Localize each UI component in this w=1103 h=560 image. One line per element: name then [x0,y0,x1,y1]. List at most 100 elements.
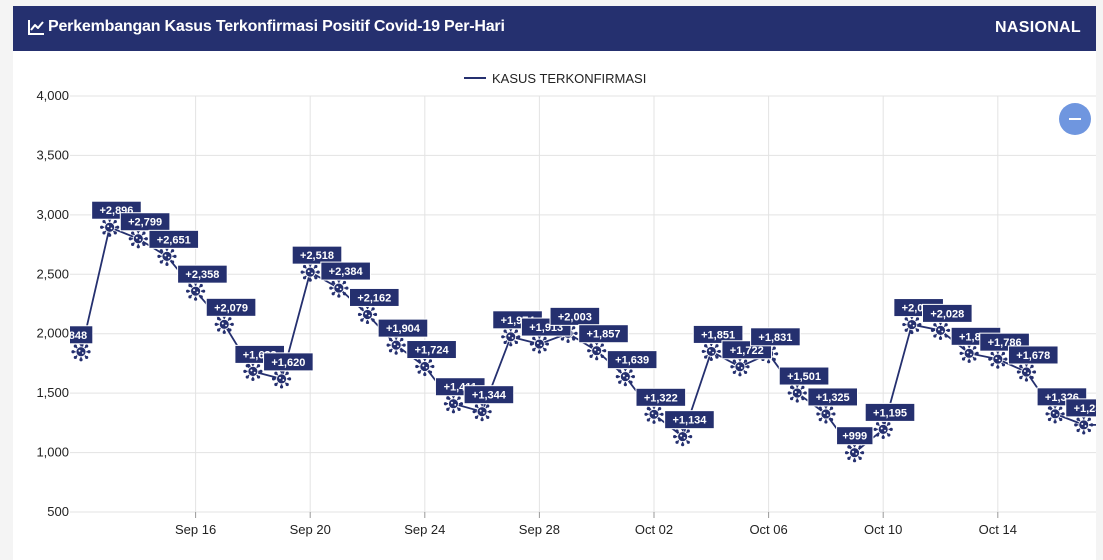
svg-text:+1,195: +1,195 [873,407,907,419]
virus-icon [329,278,349,298]
y-tick-label: 3,500 [36,147,69,162]
svg-text:+2,162: +2,162 [357,292,391,304]
virus-icon [930,320,951,340]
svg-text:+1,722: +1,722 [730,345,764,357]
y-tick-label: 1,500 [36,385,69,400]
x-tick-label: Sep 16 [175,522,216,537]
virus-icon [844,443,865,463]
svg-text:+1,344: +1,344 [472,390,507,402]
legend-label: KASUS TERKONFIRMASI [492,71,646,86]
virus-icon [300,262,320,282]
svg-text:+2,518: +2,518 [300,250,334,262]
virus-icon [1074,415,1094,435]
data-label: +1,724 [406,340,457,360]
svg-text:+1,904: +1,904 [386,323,421,335]
data-label: +2,079 [205,297,257,317]
svg-text:+999: +999 [842,431,867,443]
line-chart-icon [28,20,44,35]
svg-text:+1,322: +1,322 [644,392,678,404]
virus-icon [472,402,492,422]
data-label: +1,831 [750,327,801,347]
data-label: +1,322 [635,387,687,407]
virus-icon [186,281,206,301]
virus-icon [157,246,177,266]
legend: KASUS TERKONFIRMASI [464,71,646,86]
data-label: +1,620 [263,352,314,372]
page-title: Perkembangan Kasus Terkonfirmasi Positif… [48,18,505,35]
x-tick-label: Oct 14 [979,522,1017,537]
y-tick-label: 500 [47,504,69,519]
data-label: +2,003 [549,306,601,326]
data-label: +1,857 [578,324,629,344]
virus-icon [357,304,378,325]
virus-icon [386,335,406,355]
svg-text:+1,620: +1,620 [271,357,305,369]
virus-icon [730,357,750,377]
y-tick-label: 1,000 [36,445,69,460]
minus-icon [1069,118,1081,120]
virus-icon [415,356,435,377]
data-label: +1,325 [807,387,859,407]
svg-text:+2,799: +2,799 [128,217,162,229]
data-label: +2,518 [291,245,343,265]
virus-icon [1045,404,1065,424]
svg-text:+1,501: +1,501 [787,371,821,383]
virus-icon [988,349,1008,369]
y-tick-label: 3,000 [36,207,69,222]
svg-text:+1,639: +1,639 [615,355,649,367]
virus-icon [902,314,922,335]
data-label: +1,501 [778,366,830,386]
svg-text:+2,079: +2,079 [214,302,248,314]
x-tick-label: Sep 20 [290,522,331,537]
virus-icon [71,342,91,362]
data-label: +2,384 [320,261,371,281]
line-chart: 500 1,000 1,500 2,000 2,500 3,000 3,500 4,000 Se… [36,71,1096,537]
header-title-group: Perkembangan Kasus Terkonfirmasi Positif… [27,18,505,36]
data-label: 848 [70,325,94,345]
data-label: +2,028 [922,303,973,323]
svg-text:+1,724: +1,724 [415,345,450,357]
data-label: +1,134 [664,410,715,430]
svg-text:+1,134: +1,134 [672,415,707,427]
data-label: +1,344 [463,385,515,405]
svg-text:+1,831: +1,831 [758,332,792,344]
scope-label: NASIONAL [995,19,1081,36]
data-label: +1,639 [606,350,658,370]
data-label: +1,195 [864,402,916,422]
virus-icon [128,229,148,249]
virus-icon [587,341,607,361]
data-label: +2,651 [148,229,200,249]
virus-icon [673,427,693,447]
virus-icon [214,314,234,334]
virus-icon [443,394,464,414]
data-label: +2,162 [349,287,400,307]
x-tick-label: Sep 28 [519,522,560,537]
svg-text:+1,325: +1,325 [816,392,850,404]
svg-text:+1,851: +1,851 [701,329,735,341]
data-label: +1,233 [1065,398,1096,418]
virus-icon [701,341,721,362]
svg-text:+2,358: +2,358 [185,269,219,281]
x-tick-label: Oct 02 [635,522,673,537]
virus-icon [816,404,836,424]
data-label: +1,904 [377,318,429,338]
data-label: +1,851 [692,324,744,344]
virus-icon [787,383,807,403]
plot-area: 848+2,896+2,799+2,651+2,358+2,079+1,683+… [70,200,1096,463]
svg-text:+2,384: +2,384 [329,266,364,278]
virus-icon [615,367,635,387]
svg-text:+2,028: +2,028 [930,308,964,320]
virus-icon [501,327,521,347]
x-tick-label: Sep 24 [404,522,445,537]
x-tick-label: Oct 06 [749,522,787,537]
data-label: +1,678 [1007,345,1059,365]
virus-icon [271,369,292,389]
header-bar: Perkembangan Kasus Terkonfirmasi Positif… [13,6,1096,51]
data-label: +2,799 [119,212,171,232]
virus-icon [873,419,893,439]
virus-icon [100,217,120,237]
svg-text:+1,857: +1,857 [587,329,621,341]
y-tick-label: 4,000 [36,88,69,103]
collapse-button[interactable] [1059,103,1091,135]
svg-text:+1,678: +1,678 [1016,350,1050,362]
